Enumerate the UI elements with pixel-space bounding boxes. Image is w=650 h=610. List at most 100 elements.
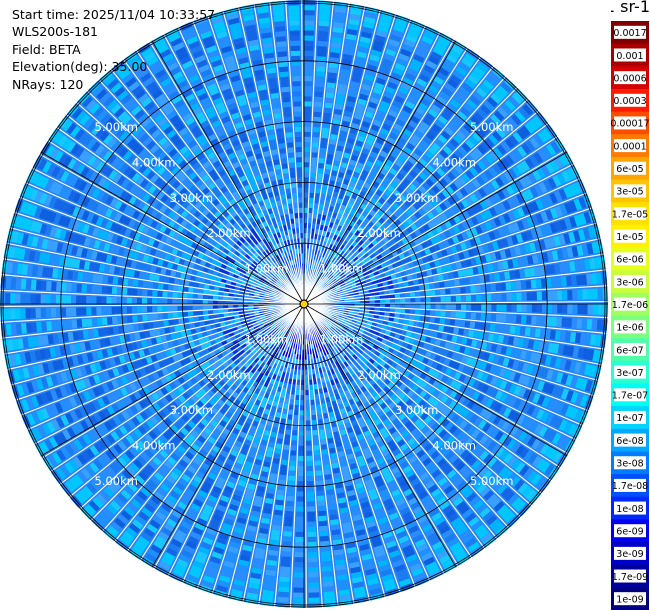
range-bin [316, 66, 326, 72]
range-bin [440, 296, 446, 302]
range-bin [278, 586, 290, 593]
range-bin [304, 202, 308, 208]
range-bin [576, 318, 583, 329]
range-bin [409, 286, 415, 292]
range-bin [298, 435, 304, 441]
range-bin [318, 510, 327, 517]
range-bin [322, 209, 328, 216]
range-bin [515, 315, 522, 324]
range-bin [317, 414, 323, 420]
range-bin [300, 400, 304, 406]
range-bin [336, 93, 345, 101]
range-bin [318, 25, 329, 32]
range-bin [486, 304, 492, 311]
range-bin [399, 314, 405, 319]
range-bin [330, 128, 339, 135]
range-bin [305, 430, 311, 436]
range-bin [415, 297, 421, 303]
range-bin [312, 131, 320, 138]
range-bin [586, 318, 593, 330]
range-bin [329, 138, 337, 145]
range-bin [596, 319, 603, 331]
range-bin [312, 259, 316, 265]
range-bin [318, 157, 325, 164]
range-bin [319, 535, 329, 542]
range-bin [326, 158, 333, 165]
range-bin [299, 425, 304, 431]
range-bin [319, 10, 331, 17]
range-bin [278, 581, 290, 588]
range-bin [305, 400, 310, 406]
range-bin [311, 419, 317, 426]
range-bin [304, 116, 311, 122]
range-bin [304, 233, 307, 239]
range-bin [304, 111, 312, 117]
range-bin [283, 526, 293, 532]
range-bin [305, 384, 309, 391]
range-bin [439, 281, 445, 288]
range-bin [399, 309, 406, 314]
range-bin [293, 577, 304, 583]
range-bin [304, 106, 312, 112]
range-bin [379, 307, 385, 312]
range-bin [434, 317, 441, 324]
range-bin [325, 199, 330, 206]
range-bin [506, 293, 512, 301]
range-bin [374, 300, 380, 303]
range-bin [305, 410, 310, 416]
range-bin [321, 560, 332, 567]
range-bin [304, 248, 307, 254]
range-bin [299, 420, 304, 426]
range-bin [295, 526, 304, 532]
range-bin [309, 263, 312, 270]
range-bin [394, 313, 400, 318]
range-bin [310, 177, 316, 183]
range-bin [581, 274, 588, 286]
range-bin [474, 276, 481, 284]
range-bin [440, 289, 446, 295]
range-bin [571, 275, 577, 286]
range-bin [435, 296, 441, 302]
range-bin [321, 188, 327, 195]
range-bin [289, 404, 294, 410]
range-bin [318, 15, 330, 22]
range-bin [316, 239, 321, 246]
range-bin [400, 304, 406, 308]
range-bin [314, 96, 323, 103]
range-bin [566, 317, 573, 328]
range-bin [591, 273, 598, 285]
range-bin [316, 409, 322, 415]
range-bin [312, 424, 318, 431]
range-bin [293, 592, 304, 598]
range-bin [313, 116, 321, 123]
range-bin [420, 310, 426, 315]
range-bin [308, 567, 319, 573]
range-bin [531, 291, 538, 301]
range-bin [329, 447, 336, 454]
range-bin [305, 420, 311, 426]
range-bin [444, 281, 450, 287]
range-bin [296, 379, 301, 385]
range-bin [327, 494, 335, 501]
range-bin [526, 304, 532, 313]
range-bin [322, 122, 330, 129]
range-bin [287, 485, 295, 492]
range-bin [470, 294, 477, 302]
range-bin [384, 294, 390, 299]
range-bin [333, 21, 344, 29]
range-bin [389, 294, 395, 299]
range-bin [311, 409, 316, 416]
range-bin [280, 561, 291, 568]
range-bin [298, 455, 304, 462]
range-bin [379, 304, 386, 307]
range-bin [331, 36, 342, 44]
range-bin [334, 108, 343, 116]
range-bin [394, 293, 401, 298]
range-bin [304, 141, 310, 148]
range-bin [450, 311, 456, 318]
range-bin [315, 465, 322, 471]
range-bin [469, 321, 476, 329]
range-bin [304, 253, 306, 259]
range-bin [295, 536, 304, 543]
range-bin [283, 444, 290, 451]
